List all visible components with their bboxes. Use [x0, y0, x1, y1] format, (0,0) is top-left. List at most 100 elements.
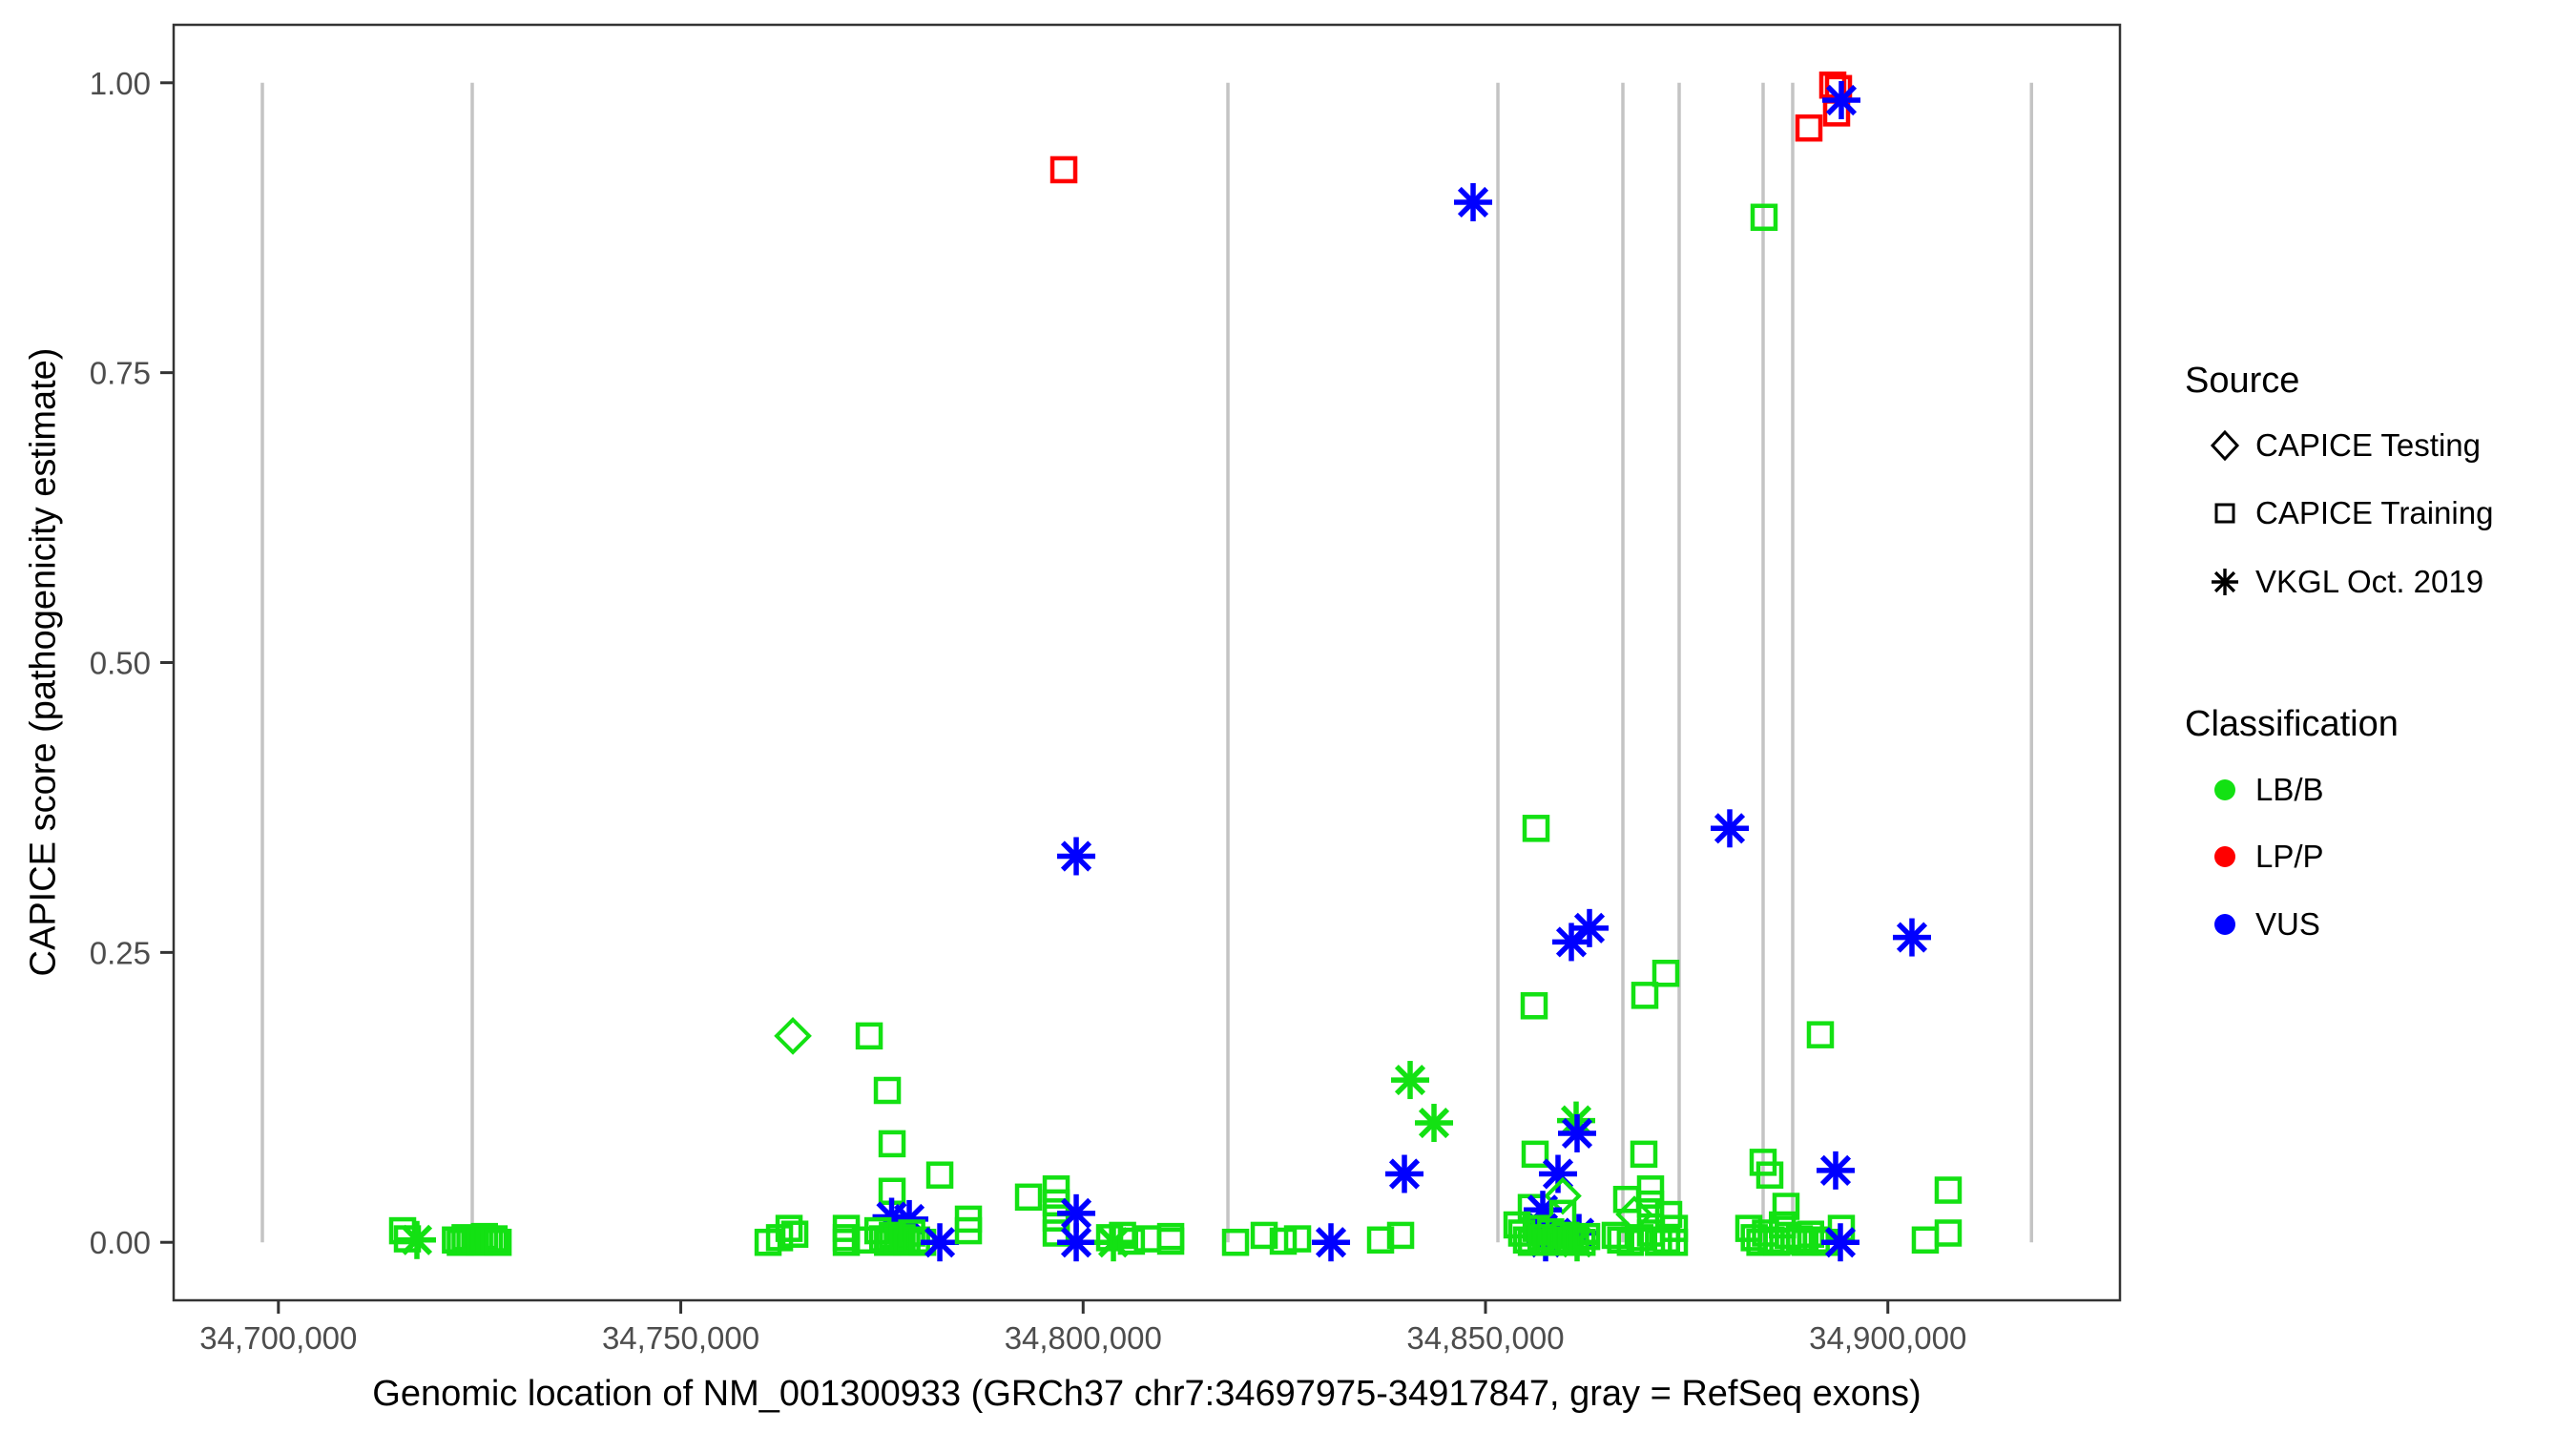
diamond-icon [2204, 425, 2246, 467]
asterisk-spoke [1555, 926, 1588, 958]
data-point [1636, 1175, 1665, 1203]
data-point [1221, 1228, 1250, 1256]
data-point [1755, 1161, 1784, 1189]
asterisk-icon [2204, 561, 2246, 603]
asterisk-spoke [1561, 1117, 1593, 1150]
data-point [878, 1130, 906, 1158]
data-point [397, 1220, 436, 1259]
data-point [1156, 1227, 1185, 1255]
legend-item-label: CAPICE Testing [2255, 427, 2481, 463]
y-tick-label: 0.50 [90, 646, 151, 681]
x-axis-title: Genomic location of NM_001300933 (GRCh37… [372, 1374, 1922, 1414]
panel-border [172, 23, 2122, 1302]
asterisk-spoke [1097, 1227, 1130, 1258]
data-point [1750, 203, 1778, 232]
data-point [1250, 1221, 1278, 1250]
data-point [873, 1076, 902, 1105]
data-point [775, 1214, 803, 1242]
data-point [1934, 1176, 1963, 1204]
data-point [484, 1228, 512, 1256]
lpp-dot-icon [2214, 846, 2235, 867]
data-point [1552, 923, 1591, 962]
data-point [1795, 114, 1823, 142]
data-point [1544, 1176, 1582, 1215]
data-point [1014, 1183, 1043, 1212]
y-axis-title: CAPICE score (pathogenicity estimate) [23, 347, 64, 977]
data-point [780, 1220, 809, 1248]
legend-classification-title: Classification [2185, 704, 2399, 744]
legend-item-lpp: LP/P [2204, 836, 2324, 878]
asterisk-spoke [1060, 1227, 1092, 1258]
data-point [1660, 1228, 1689, 1256]
x-tick-label: 34,800,000 [1005, 1320, 1162, 1356]
asterisk-spoke [1714, 813, 1746, 844]
x-tick-label: 34,850,000 [1406, 1320, 1564, 1356]
data-point [1415, 1104, 1454, 1143]
data-point [1117, 1227, 1146, 1255]
x-tick-label: 34,700,000 [199, 1320, 357, 1356]
data-point [1042, 1204, 1070, 1232]
data-point [832, 1228, 861, 1256]
asterisk-spoke [1825, 84, 1858, 116]
square-icon [2204, 492, 2246, 534]
data-point [1652, 1226, 1681, 1255]
x-tick-label: 34,900,000 [1809, 1320, 1966, 1356]
data-point [480, 1225, 509, 1253]
legend-item-vkgl: VKGL Oct. 2019 [2204, 561, 2483, 603]
data-point [954, 1216, 983, 1245]
asterisk-spoke [1394, 1064, 1426, 1096]
y-tick-label: 1.00 [90, 66, 151, 101]
data-point [1797, 1220, 1825, 1248]
y-tick-label: 0.25 [90, 935, 151, 970]
asterisk-spoke [1060, 1197, 1092, 1229]
data-point [1558, 1113, 1597, 1152]
asterisk-spoke [1542, 1158, 1574, 1190]
legend-item-label: LP/P [2255, 839, 2324, 874]
data-point [1520, 992, 1548, 1020]
data-point [1521, 1140, 1549, 1169]
asterisk-spoke [401, 1224, 433, 1255]
legend-item-label: LB/B [2255, 772, 2324, 807]
data-point [1312, 1223, 1351, 1262]
data-point [1386, 1221, 1415, 1250]
legend-item-capice-testing: CAPICE Testing [2204, 425, 2481, 467]
data-point [1710, 809, 1749, 848]
legend-item-label: CAPICE Training [2255, 495, 2494, 530]
data-point [1630, 1140, 1658, 1169]
data-point [1269, 1227, 1298, 1255]
data-point [1821, 81, 1860, 120]
asterisk-spoke [1457, 186, 1489, 218]
data-point [925, 1161, 954, 1189]
data-point [1057, 1223, 1096, 1262]
data-point [1820, 1223, 1859, 1262]
data-point [1283, 1225, 1312, 1253]
data-point [1892, 918, 1931, 957]
legend-item-label: VKGL Oct. 2019 [2255, 564, 2484, 599]
data-point [1049, 156, 1078, 184]
data-point [921, 1223, 960, 1262]
x-tick-label: 34,750,000 [602, 1320, 759, 1356]
data-point [855, 1022, 883, 1050]
data-point [1652, 959, 1680, 987]
data-point [1654, 1200, 1683, 1229]
legend-item-lbb: LB/B [2204, 769, 2324, 811]
asterisk-spoke [1060, 840, 1092, 872]
legend-item-label: VUS [2255, 906, 2320, 942]
data-point [1057, 837, 1096, 876]
data-point [1391, 1061, 1430, 1100]
legend-source-title: Source [2185, 361, 2300, 401]
data-point [1806, 1021, 1835, 1048]
asterisk-spoke [924, 1227, 956, 1258]
data-point [1816, 1151, 1855, 1190]
asterisk-spoke [1819, 1154, 1852, 1186]
data-point [1385, 1154, 1424, 1193]
vus-dot-icon [2214, 914, 2235, 935]
lbb-dot-icon [2214, 779, 2235, 800]
y-tick-label: 0.00 [90, 1225, 151, 1260]
data-point [774, 1017, 812, 1055]
data-point [1522, 815, 1550, 842]
data-point [1631, 982, 1659, 1009]
data-point [1042, 1175, 1070, 1203]
